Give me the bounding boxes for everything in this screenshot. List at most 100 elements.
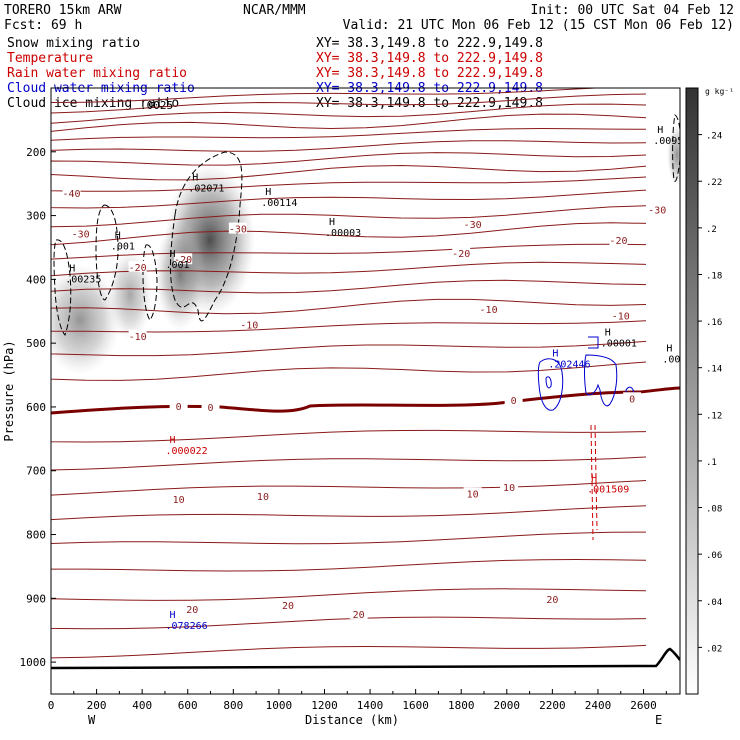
temp-label-bg bbox=[201, 401, 220, 413]
isotherm bbox=[51, 113, 647, 132]
isotherm bbox=[51, 140, 647, 153]
high-marker: H bbox=[329, 217, 335, 228]
x-tick-label: 1400 bbox=[357, 699, 384, 712]
cloud-ice-contour bbox=[53, 239, 72, 336]
colorbar-unit: g kg⁻¹ bbox=[705, 87, 734, 96]
y-tick-label: 400 bbox=[26, 273, 46, 286]
isotherm bbox=[51, 480, 647, 496]
extrema-value: .001 bbox=[111, 241, 135, 252]
isotherm bbox=[51, 588, 647, 601]
isotherm bbox=[51, 205, 647, 228]
high-marker: H bbox=[192, 172, 198, 183]
high-marker: H bbox=[666, 343, 672, 354]
legend-section-coords: XY= 38.3,149.8 to 222.9,149.8 bbox=[316, 96, 543, 111]
extrema-value: .001 bbox=[166, 260, 190, 271]
x-axis-label: Distance (km) bbox=[305, 713, 399, 727]
temperature-label: 20 bbox=[282, 601, 294, 612]
colorbar-tick-label: .2 bbox=[706, 225, 717, 235]
field-legend: Snow mixing ratio XY= 38.3,149.8 to 222.9… bbox=[7, 36, 543, 111]
x-tick-label: 2000 bbox=[494, 699, 521, 712]
temperature-label: 10 bbox=[503, 483, 515, 494]
y-tick-label: 900 bbox=[26, 592, 46, 605]
isotherm bbox=[51, 505, 647, 521]
high-marker: H bbox=[657, 125, 663, 136]
temperature-label: 0 bbox=[176, 402, 182, 413]
colorbar-tick-label: .14 bbox=[706, 365, 722, 375]
y-tick-label: 300 bbox=[26, 210, 46, 223]
legend-label: Rain water mixing ratio bbox=[7, 66, 187, 81]
temperature-label: 0 bbox=[208, 403, 214, 414]
colorbar-tick-label: .16 bbox=[706, 318, 722, 328]
x-tick-label: 2200 bbox=[539, 699, 566, 712]
y-tick-label: 200 bbox=[26, 146, 46, 159]
x-tick-label: 1200 bbox=[311, 699, 338, 712]
cloud-ice-contour bbox=[170, 151, 243, 322]
colorbar-tick-label: .06 bbox=[706, 551, 722, 561]
isotherm bbox=[51, 340, 647, 357]
legend-section-coords: XY= 38.3,149.8 to 222.9,149.8 bbox=[316, 36, 543, 51]
temperature-label: 20 bbox=[546, 595, 558, 606]
high-marker: H bbox=[591, 473, 597, 484]
high-marker: H bbox=[170, 249, 176, 260]
colorbar-tick-label: .24 bbox=[706, 132, 722, 142]
extrema-value: .00003 bbox=[325, 228, 361, 239]
extrema-value: .001509 bbox=[587, 484, 629, 495]
isotherm bbox=[51, 558, 647, 572]
rain-water-contour bbox=[590, 424, 594, 541]
axes: 0 200 400 600 800 1000 1200 1400 1600 1800 2000 220… bbox=[20, 146, 667, 712]
temp-label-bg bbox=[169, 399, 188, 411]
x-tick-label: 400 bbox=[132, 699, 152, 712]
temperature-label: -10 bbox=[480, 305, 498, 316]
y-tick-label: 700 bbox=[26, 465, 46, 478]
temperature-label: 10 bbox=[257, 492, 269, 503]
temp-label-bg bbox=[623, 392, 642, 404]
east-endpoint: E bbox=[655, 713, 662, 727]
isotherm bbox=[51, 644, 647, 659]
clipped-extrema-label: .0025 bbox=[140, 99, 173, 112]
legend-label: Cloud ice mixing ratio bbox=[7, 96, 179, 111]
extrema-value: .202446 bbox=[548, 359, 590, 370]
temp-label-bg bbox=[504, 394, 523, 406]
isotherm bbox=[51, 456, 647, 471]
extrema-value: .00001 bbox=[601, 338, 637, 349]
isotherm bbox=[51, 361, 647, 381]
isotherm bbox=[51, 152, 647, 166]
temperature-label: -20 bbox=[452, 249, 470, 260]
west-endpoint: W bbox=[88, 713, 96, 727]
temp-label-bg bbox=[228, 222, 247, 234]
temp-label-bg bbox=[648, 203, 667, 215]
temp-label-bg bbox=[543, 593, 562, 605]
extrema-value: .00114 bbox=[261, 198, 297, 209]
snow-shading bbox=[667, 125, 680, 185]
x-tick-label: 0 bbox=[48, 699, 55, 712]
temp-label-bg bbox=[174, 253, 193, 265]
temp-label-bg bbox=[479, 302, 498, 314]
colorbar-tick-label: .22 bbox=[706, 178, 722, 188]
snow-shading bbox=[108, 250, 152, 340]
high-marker: H bbox=[552, 348, 558, 359]
y-tick-label: 600 bbox=[26, 401, 46, 414]
isotherm bbox=[51, 320, 647, 333]
isotherm bbox=[51, 93, 647, 114]
high-marker: H bbox=[69, 264, 75, 275]
y-tick-label: 800 bbox=[26, 529, 46, 542]
isotherm bbox=[51, 164, 647, 181]
extrema-value: .000022 bbox=[166, 446, 208, 457]
isotherm bbox=[51, 127, 647, 142]
temperature-label: -30 bbox=[229, 225, 247, 236]
temp-label-bg bbox=[609, 234, 628, 246]
isotherm bbox=[51, 176, 647, 192]
temp-label-bg bbox=[240, 318, 259, 330]
temp-label-bg bbox=[128, 329, 147, 341]
isotherm bbox=[51, 189, 647, 209]
extrema-value: .0095 bbox=[653, 136, 683, 147]
legend-section-coords: XY= 38.3,149.8 to 222.9,149.8 bbox=[316, 51, 543, 66]
extrema-value: .00235 bbox=[65, 275, 101, 286]
high-marker: H bbox=[115, 230, 121, 241]
colorbar-ticks: .02 .04 .06 .08 .1 .12 .14 .16 .18 .2 .22 .24 bbox=[698, 132, 722, 654]
temp-label-bg bbox=[611, 309, 630, 321]
y-tick-label: 500 bbox=[26, 337, 46, 350]
temp-label-bg bbox=[183, 602, 202, 614]
cloud-water-contour bbox=[588, 336, 599, 349]
